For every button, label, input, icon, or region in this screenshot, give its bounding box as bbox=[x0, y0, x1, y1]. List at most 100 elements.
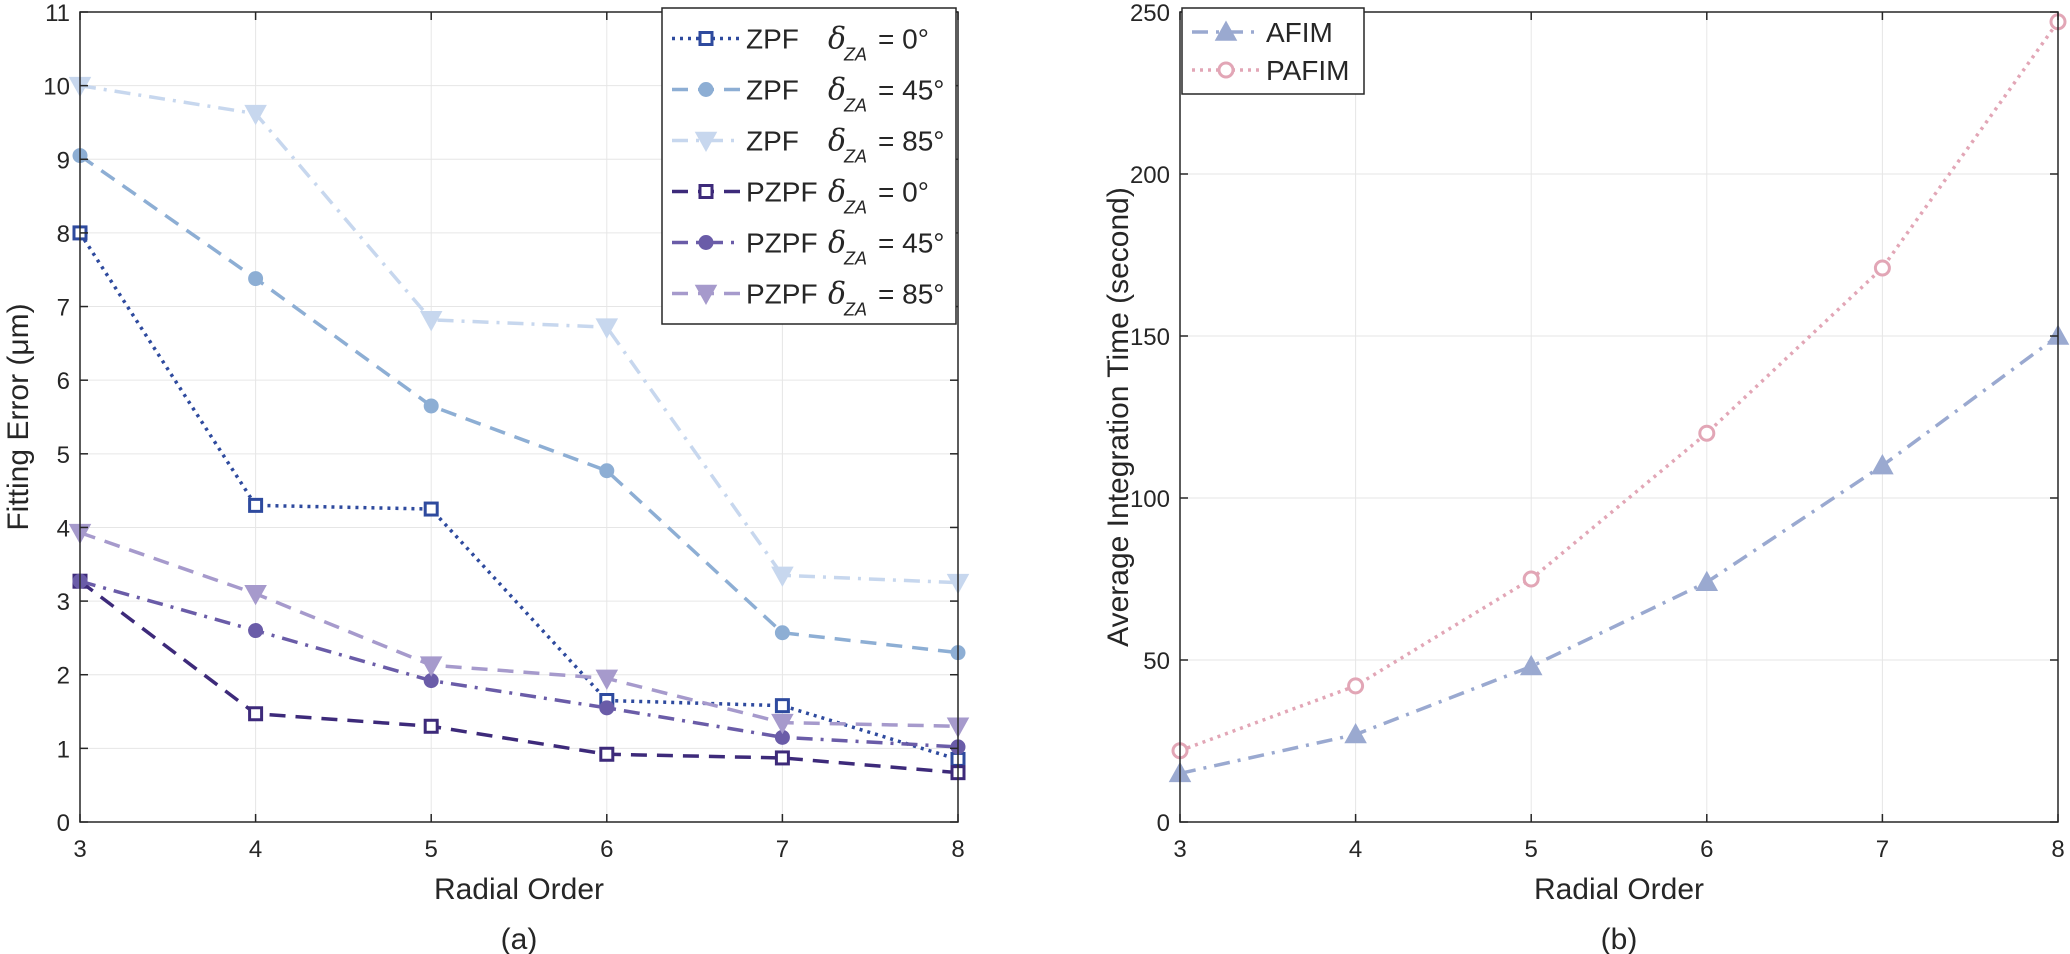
y-tick-label: 8 bbox=[57, 221, 70, 248]
legend-marker bbox=[1217, 61, 1235, 79]
data-point bbox=[244, 584, 267, 606]
data-point bbox=[423, 718, 439, 734]
legend-marker bbox=[698, 235, 714, 250]
data-point bbox=[1871, 454, 1894, 475]
data-point bbox=[248, 271, 264, 287]
series-line-1 bbox=[1179, 20, 2060, 753]
data-point bbox=[423, 398, 439, 414]
x-tick-label: 3 bbox=[1173, 836, 1186, 863]
y-tick-label: 200 bbox=[1130, 162, 1170, 189]
legend-delta-symbol: δ bbox=[828, 73, 846, 108]
data-point bbox=[1347, 677, 1365, 695]
y-tick-label: 100 bbox=[1130, 486, 1170, 513]
y-tick-label: 0 bbox=[1157, 810, 1170, 837]
y-tick-label: 0 bbox=[57, 810, 70, 837]
data-point bbox=[423, 501, 439, 517]
legend-label: PZPF bbox=[746, 177, 818, 208]
data-point bbox=[248, 623, 264, 639]
y-tick-label: 250 bbox=[1130, 0, 1170, 27]
legend-box bbox=[661, 7, 957, 325]
data-point bbox=[1519, 654, 1543, 676]
legend-label: ZPF bbox=[746, 75, 799, 106]
y-tick-label: 9 bbox=[57, 147, 70, 174]
data-point bbox=[248, 497, 264, 513]
x-tick-label: 8 bbox=[2051, 836, 2064, 863]
x-axis-label: Radial Order bbox=[1534, 873, 1704, 906]
legend-angle: = 45° bbox=[878, 228, 944, 259]
x-tick-label: 5 bbox=[1525, 836, 1538, 863]
legend-subscript: ZA bbox=[843, 249, 867, 269]
legend-subscript: ZA bbox=[843, 198, 867, 218]
x-tick-label: 6 bbox=[1700, 836, 1713, 863]
x-tick-label: 5 bbox=[425, 836, 438, 863]
y-axis-label: Average Integration Time (second) bbox=[1102, 187, 1135, 647]
legend: ZPF δZA = 0°ZPF δZA = 45°ZPF δZA = 85°PZPF δZA =… bbox=[661, 7, 957, 325]
x-axis-label: Radial Order bbox=[434, 873, 604, 906]
legend-label: PAFIM bbox=[1266, 55, 1349, 86]
panel-b-chart: 3 4 5 6 7 8 0 50 100 150 200 250 Radial Order Average… bbox=[1102, 0, 2070, 954]
series-line-2 bbox=[79, 83, 959, 585]
y-tick-label: 2 bbox=[57, 663, 70, 690]
y-tick-label: 1 bbox=[57, 736, 70, 763]
x-tick-label: 4 bbox=[1349, 836, 1362, 863]
data-point bbox=[771, 566, 794, 587]
legend-label: ZPF bbox=[746, 126, 799, 157]
x-tick-label: 6 bbox=[600, 836, 613, 863]
axes-box bbox=[1179, 11, 2059, 823]
data-point bbox=[1522, 570, 1540, 588]
legend-delta-symbol: δ bbox=[828, 277, 846, 312]
plot-area bbox=[1180, 12, 2058, 822]
data-point bbox=[244, 104, 267, 126]
legend-angle: = 85° bbox=[878, 279, 944, 310]
data-point bbox=[595, 318, 619, 339]
series-line-4 bbox=[79, 579, 959, 749]
data-point bbox=[1698, 424, 1716, 442]
data-point bbox=[771, 713, 794, 735]
x-tick-label: 3 bbox=[73, 836, 86, 863]
legend-delta-symbol: δ bbox=[828, 22, 846, 57]
legend-box bbox=[1181, 7, 1365, 95]
legend-label: ZPF bbox=[746, 24, 799, 55]
legend-subscript: ZA bbox=[843, 147, 867, 167]
data-point bbox=[1695, 570, 1719, 591]
data-point bbox=[599, 700, 615, 716]
data-point bbox=[599, 463, 615, 479]
legend-marker bbox=[698, 184, 714, 199]
data-point bbox=[599, 746, 615, 762]
panel-caption: (b) bbox=[1601, 923, 1638, 954]
y-tick-label: 11 bbox=[45, 0, 70, 27]
legend-delta-symbol: δ bbox=[828, 226, 846, 261]
y-axis-label: Fitting Error (μm) bbox=[2, 303, 35, 530]
data-point bbox=[248, 706, 264, 722]
x-tick-label: 4 bbox=[249, 836, 262, 863]
legend-subscript: ZA bbox=[843, 96, 867, 116]
x-tick-label: 7 bbox=[1876, 836, 1889, 863]
axes-box bbox=[79, 11, 959, 823]
legend-subscript: ZA bbox=[843, 45, 867, 65]
y-tick-label: 6 bbox=[57, 368, 70, 395]
y-tick-label: 10 bbox=[43, 74, 70, 101]
series-line-3 bbox=[78, 579, 959, 775]
data-point bbox=[419, 656, 443, 677]
legend-label: PZPF bbox=[746, 228, 818, 259]
x-tick-label: 7 bbox=[776, 836, 789, 863]
y-tick-label: 4 bbox=[57, 515, 70, 542]
legend-angle: = 45° bbox=[878, 75, 944, 106]
legend-marker bbox=[694, 131, 718, 153]
legend-marker bbox=[1214, 20, 1238, 41]
series-line-0 bbox=[1179, 334, 2060, 776]
legend-subscript: ZA bbox=[843, 300, 867, 320]
legend-delta-symbol: δ bbox=[828, 175, 846, 210]
data-point bbox=[1344, 722, 1367, 744]
y-tick-label: 5 bbox=[57, 442, 70, 469]
x-tick-label: 8 bbox=[951, 836, 964, 863]
series-line-1 bbox=[78, 154, 959, 655]
y-tick-label: 7 bbox=[57, 295, 70, 322]
data-point bbox=[774, 698, 790, 714]
data-point bbox=[1873, 259, 1891, 277]
legend: AFIM PAFIM bbox=[1181, 7, 1365, 95]
y-tick-label: 150 bbox=[1130, 324, 1170, 351]
legend-marker bbox=[694, 284, 718, 306]
series-line-5 bbox=[79, 530, 959, 729]
